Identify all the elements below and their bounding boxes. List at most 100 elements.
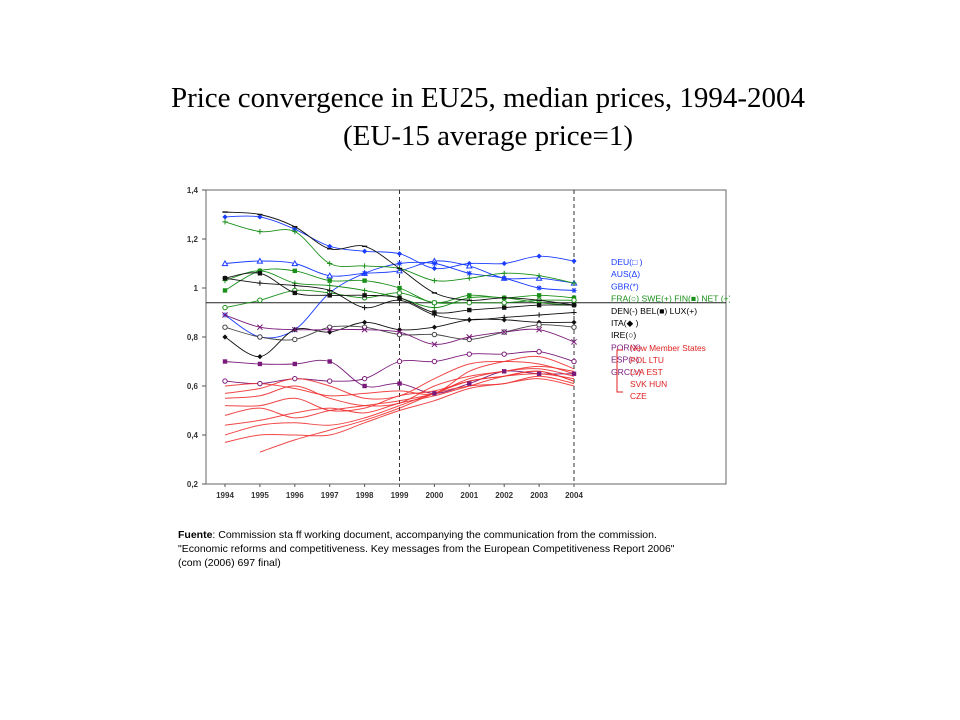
point-s12-2000 — [431, 341, 438, 348]
x-tick-label: 2004 — [565, 491, 583, 500]
y-tick-label: 0,8 — [187, 333, 199, 342]
point-s3-1994 — [222, 219, 228, 225]
point-s4-1997 — [327, 278, 332, 283]
point-s9-1995 — [257, 280, 263, 286]
point-s1-1995 — [256, 257, 264, 264]
point-s14-1997 — [327, 378, 333, 384]
point-s5-2002 — [501, 300, 507, 306]
nms-legend-entry: POL LTU — [630, 355, 664, 365]
point-s12-1999 — [396, 329, 403, 336]
point-s14-2000 — [431, 358, 438, 365]
nms-legend-entry: SVK HUN — [630, 379, 667, 389]
point-s14-2002 — [501, 351, 507, 357]
point-s3-2004 — [571, 280, 577, 286]
x-tick-label: 1999 — [391, 491, 409, 500]
point-s3-1996 — [292, 229, 298, 235]
nms-bracket — [616, 349, 623, 393]
source-note-line1: Fuente: Commission sta ff working docume… — [178, 528, 818, 542]
point-s8-1996 — [292, 290, 297, 296]
x-tick-label: 1996 — [286, 491, 304, 500]
point-s13-1995 — [257, 361, 263, 367]
point-s14-2001 — [466, 351, 472, 357]
point-s6-2001 — [466, 295, 472, 301]
y-tick-label: 0,4 — [187, 431, 199, 440]
point-s0-1997 — [327, 243, 333, 249]
point-s13-1996 — [292, 361, 297, 367]
point-s12-1997 — [326, 326, 333, 333]
point-s10-1994 — [222, 334, 228, 340]
point-s5-1999 — [396, 290, 403, 296]
point-s6-1997 — [327, 282, 333, 289]
point-s5-2000 — [431, 300, 438, 306]
point-s5-1995 — [257, 297, 263, 303]
point-s2-1998 — [362, 270, 368, 276]
y-tick-label: 1,4 — [187, 186, 199, 195]
point-s14-1995 — [257, 380, 263, 387]
point-s14-1998 — [361, 375, 368, 382]
point-s4-1996 — [292, 268, 297, 274]
point-s14-1999 — [396, 358, 403, 365]
point-s11-2003 — [536, 322, 542, 328]
point-s12-1995 — [256, 324, 263, 331]
point-s2-2004 — [571, 287, 577, 294]
series-label: DEU(□ ) — [611, 257, 643, 267]
point-s3-1997 — [327, 260, 333, 267]
series-label: ITA(◆ ) — [611, 318, 639, 328]
series-line-15 — [224, 355, 575, 397]
point-s3-2000 — [431, 278, 437, 284]
point-s3-1998 — [362, 263, 368, 269]
point-s9-2000 — [431, 312, 437, 318]
point-s0-2004 — [571, 258, 577, 264]
point-s13-2001 — [467, 381, 472, 386]
source-note-line3: (com (2006) 697 final) — [178, 557, 281, 569]
y-tick-label: 1 — [194, 284, 199, 293]
point-s0-1998 — [362, 248, 368, 254]
point-s3-1995 — [257, 229, 263, 235]
point-s2-1999 — [396, 260, 403, 267]
point-s0-1994 — [222, 214, 228, 220]
point-s14-2004 — [571, 358, 577, 365]
point-s11-1996 — [292, 336, 298, 343]
nms-legend-entry: CZE — [630, 391, 647, 401]
series-label: IRE(○) — [611, 330, 636, 340]
point-s9-2004 — [571, 309, 577, 316]
point-s10-2004 — [571, 319, 577, 325]
point-s12-1996 — [291, 326, 298, 333]
point-s2-2001 — [466, 270, 472, 276]
point-s13-1999 — [397, 381, 402, 386]
point-s12-1994 — [222, 311, 228, 318]
point-s8-2004 — [571, 302, 577, 308]
point-s6-1998 — [362, 287, 368, 294]
series-label: ESP(○) — [611, 355, 639, 365]
point-s3-2001 — [466, 275, 472, 281]
series-label: GRC(○) — [611, 367, 641, 377]
x-tick-label: 1997 — [321, 491, 339, 500]
x-tick-label: 2003 — [530, 491, 548, 500]
source-label: Fuente — [178, 529, 213, 541]
point-s13-1994 — [222, 359, 228, 364]
point-s9-1997 — [327, 287, 333, 294]
point-s8-2001 — [467, 307, 472, 313]
source-text-1: : Commission sta ff working document, ac… — [212, 529, 657, 541]
point-s2-2000 — [431, 260, 437, 267]
point-s0-2000 — [431, 265, 437, 271]
point-s13-2004 — [571, 371, 577, 376]
point-s8-1998 — [362, 293, 367, 298]
point-s13-1997 — [327, 359, 332, 364]
x-tick-label: 1995 — [251, 491, 269, 500]
point-s9-1994 — [222, 275, 228, 281]
point-s12-2003 — [536, 326, 543, 333]
point-s5-2001 — [466, 300, 472, 306]
x-tick-label: 2001 — [460, 491, 478, 500]
y-tick-label: 0,6 — [187, 382, 199, 391]
x-tick-label: 1998 — [356, 491, 374, 500]
point-s4-1999 — [397, 285, 402, 291]
point-s8-1997 — [327, 293, 332, 298]
series-line-23 — [259, 370, 575, 453]
series-line-22 — [224, 378, 575, 443]
point-s1-1994 — [221, 259, 229, 267]
source-note-line2: "Economic reforms and competitiveness. K… — [178, 543, 675, 555]
point-s14-1994 — [222, 378, 228, 384]
nms-legend-entry: LVA EST — [630, 367, 663, 377]
point-s5-1994 — [222, 304, 228, 311]
